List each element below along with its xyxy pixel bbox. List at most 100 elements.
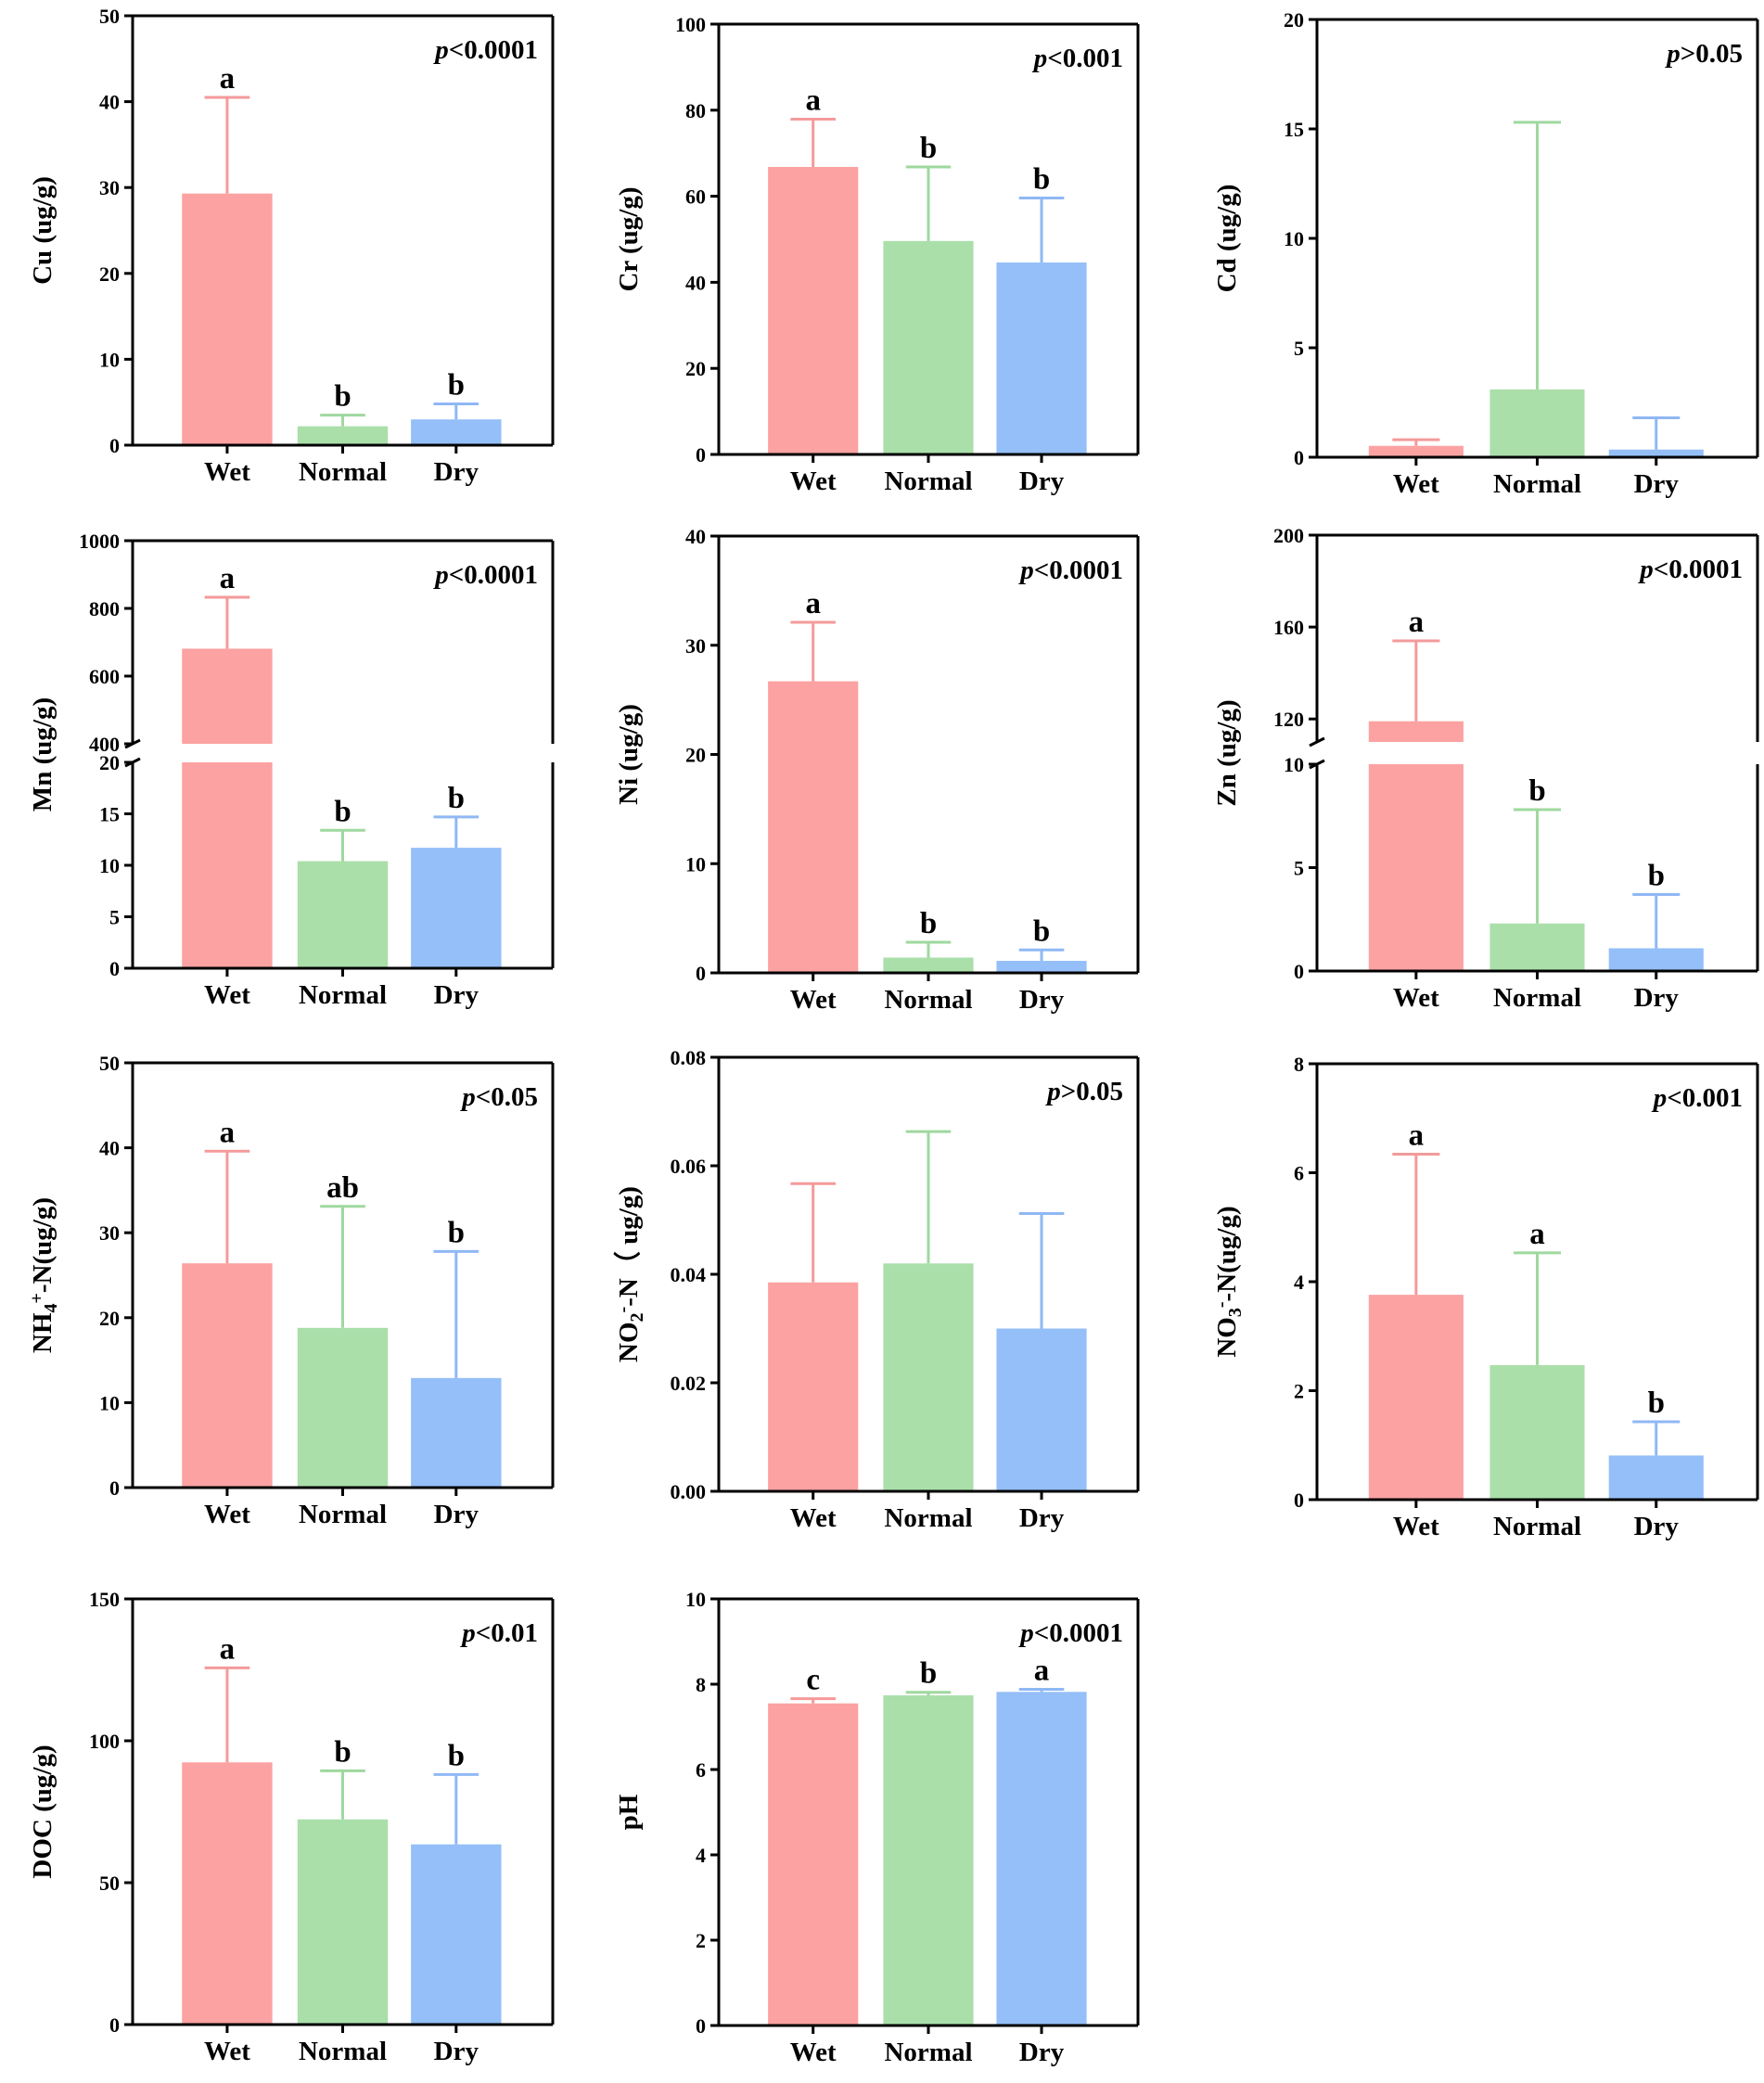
category-label-normal: Normal bbox=[884, 466, 972, 496]
y-tick-label: 50 bbox=[99, 1872, 120, 1895]
p-value-label: p<0.01 bbox=[459, 1618, 538, 1648]
bar-wet bbox=[182, 762, 273, 968]
y-tick-label: 10 bbox=[99, 1391, 120, 1414]
category-label-dry: Dry bbox=[1019, 466, 1065, 496]
y-axis-label: NO3--N(ug/g) bbox=[1211, 1206, 1246, 1357]
y-tick-label: 20 bbox=[685, 744, 706, 767]
category-label-dry: Dry bbox=[1019, 1503, 1065, 1533]
category-label-wet: Wet bbox=[1393, 1512, 1439, 1541]
category-label-normal: Normal bbox=[884, 2038, 972, 2067]
p-symbol: p bbox=[1044, 1077, 1061, 1106]
category-label-wet: Wet bbox=[790, 985, 837, 1015]
y-tick-label: 15 bbox=[1284, 118, 1304, 141]
sig-letter-normal: b bbox=[920, 907, 937, 940]
p-value: <0.0001 bbox=[449, 35, 538, 65]
y-tick-label: 4 bbox=[696, 1844, 706, 1867]
bar-wet bbox=[1368, 1295, 1464, 1500]
y-tick-label: 10 bbox=[99, 854, 120, 877]
sig-letter-dry: b bbox=[448, 782, 465, 815]
y-axis-label: pH bbox=[614, 1794, 644, 1830]
y-tick-label: 30 bbox=[685, 634, 706, 658]
sig-letter-wet: a bbox=[220, 62, 236, 96]
bar-normal bbox=[297, 861, 389, 968]
y-tick-label: 0 bbox=[696, 443, 706, 466]
bar-dry bbox=[411, 419, 502, 445]
bar-normal bbox=[297, 1327, 389, 1488]
chart-panel-6: a Wet b Normal b Dry 0 5 10 120 160 200 Zn (ug/g) p<0… bbox=[1212, 524, 1759, 1013]
y-tick-label: 160 bbox=[1273, 616, 1304, 639]
sig-letter-wet: a bbox=[220, 562, 236, 595]
y-axis-label-part: pH bbox=[614, 1794, 644, 1830]
y-tick-label: 0 bbox=[696, 2014, 706, 2038]
category-label-wet: Wet bbox=[204, 1500, 250, 1529]
bar-normal bbox=[1489, 389, 1585, 457]
sig-letter-normal: b bbox=[334, 380, 351, 414]
p-value: <0.0001 bbox=[449, 560, 538, 590]
bar-normal bbox=[883, 957, 974, 973]
bar-wet bbox=[768, 1282, 859, 1491]
y-tick-label: 600 bbox=[89, 665, 120, 688]
category-label-normal: Normal bbox=[1493, 1512, 1581, 1541]
y-axis-label: DOC (ug/g) bbox=[28, 1744, 58, 1878]
y-tick-label: 0 bbox=[1294, 446, 1304, 469]
p-value-label: p>0.05 bbox=[1044, 1077, 1123, 1106]
category-label-dry: Dry bbox=[1634, 1512, 1680, 1541]
sig-letter-wet: c bbox=[806, 1664, 820, 1697]
y-axis-label-part: NO bbox=[614, 1322, 644, 1362]
y-tick-label: 8 bbox=[1294, 1053, 1304, 1076]
p-value: <0.001 bbox=[1667, 1083, 1743, 1113]
y-tick-label: 0.00 bbox=[671, 1480, 707, 1503]
bar-normal bbox=[883, 1694, 974, 2025]
bar-wet bbox=[768, 1703, 859, 2025]
y-tick-label: 20 bbox=[99, 1307, 120, 1330]
y-tick-label: 8 bbox=[696, 1673, 706, 1696]
p-value: <0.0001 bbox=[1034, 556, 1123, 585]
bar-wet bbox=[768, 167, 859, 454]
category-label-dry: Dry bbox=[1634, 983, 1680, 1013]
y-tick-label: 80 bbox=[685, 99, 706, 122]
y-tick-label: 20 bbox=[99, 751, 120, 774]
bar-dry bbox=[996, 262, 1087, 454]
bar-normal bbox=[1489, 923, 1585, 971]
bar-normal bbox=[1489, 1364, 1585, 1500]
bar-wet bbox=[1368, 764, 1464, 971]
y-tick-label: 20 bbox=[99, 262, 120, 286]
sig-letter-wet: a bbox=[220, 1632, 236, 1666]
y-axis-label-part: NO bbox=[1212, 1317, 1242, 1358]
category-label-normal: Normal bbox=[299, 1500, 387, 1529]
p-symbol: p bbox=[459, 1618, 476, 1648]
p-value-label: p<0.0001 bbox=[1017, 1618, 1123, 1648]
bar-dry bbox=[996, 1692, 1087, 2025]
y-axis-label: NO2--N（ ug/g) bbox=[613, 1186, 647, 1362]
y-axis-label-part: Cr (ug/g) bbox=[614, 186, 644, 291]
p-symbol: p bbox=[459, 1082, 476, 1112]
chart-panel-11: c Wet b Normal a Dry 0 2 4 6 8 10 pH p<0.0001 bbox=[614, 1588, 1140, 2067]
p-value: <0.05 bbox=[476, 1082, 538, 1112]
y-tick-label: 10 bbox=[99, 348, 120, 371]
y-tick-label: 40 bbox=[99, 91, 120, 114]
y-axis-label-part: Cu (ug/g) bbox=[28, 176, 58, 285]
y-tick-label: 0 bbox=[109, 1476, 120, 1500]
y-tick-label: 0.04 bbox=[671, 1263, 707, 1286]
chart-panel-2: a Wet b Normal b Dry 0 20 40 60 80 100 Cr (ug/g) p<0.… bbox=[614, 13, 1140, 496]
y-tick-label: 100 bbox=[89, 1730, 120, 1753]
y-tick-label: 800 bbox=[89, 597, 120, 620]
y-tick-label: 0 bbox=[1294, 960, 1304, 983]
p-value-label: p>0.05 bbox=[1664, 39, 1743, 69]
y-axis-label-part: Zn (ug/g) bbox=[1212, 699, 1242, 806]
y-tick-label: 40 bbox=[685, 271, 706, 294]
y-tick-label: 6 bbox=[696, 1758, 706, 1782]
y-axis-label-part: - bbox=[613, 1307, 633, 1313]
sig-letter-dry: b bbox=[1648, 1387, 1665, 1420]
sig-letter-wet: a bbox=[805, 84, 821, 118]
y-axis-label-part: Ni (ug/g) bbox=[614, 704, 644, 805]
sig-letter-wet: a bbox=[1409, 1119, 1425, 1153]
chart-panel-5: a Wet b Normal b Dry 0 10 20 30 40 Ni (ug/g) p<0.000… bbox=[614, 525, 1140, 1015]
p-value: <0.001 bbox=[1047, 44, 1123, 73]
bar-wet bbox=[182, 193, 273, 445]
bar-normal bbox=[883, 240, 974, 454]
y-axis-label-part: -N（ ug/g) bbox=[613, 1186, 644, 1307]
bar-dry bbox=[996, 961, 1087, 973]
category-label-normal: Normal bbox=[299, 2037, 387, 2066]
